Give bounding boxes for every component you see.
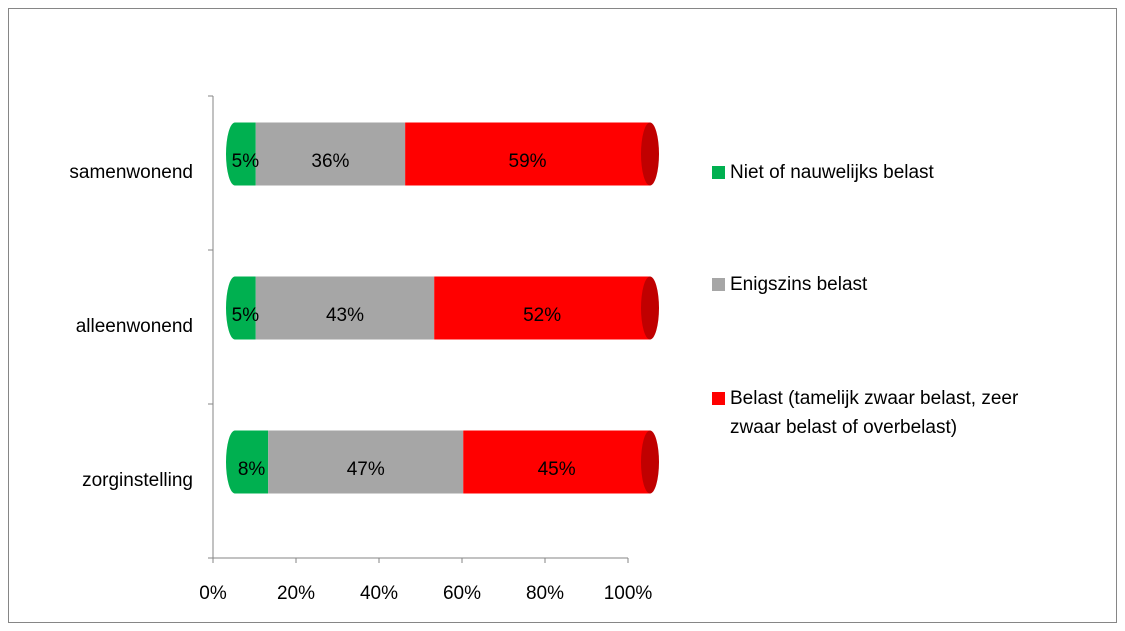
data-label: 5% xyxy=(232,305,260,326)
x-tick-label: 80% xyxy=(526,583,564,604)
legend-swatch xyxy=(712,278,725,291)
data-label: 59% xyxy=(509,151,547,172)
bar-end-cap xyxy=(641,276,659,340)
data-label: 36% xyxy=(311,151,349,172)
x-tick-label: 0% xyxy=(199,583,227,604)
bar-cap xyxy=(226,430,244,494)
legend-item: Niet of nauwelijks belast xyxy=(712,158,1052,187)
bar-segment xyxy=(434,276,650,340)
data-label: 52% xyxy=(523,305,561,326)
bar-segment xyxy=(268,430,464,494)
bar-end-cap xyxy=(641,430,659,494)
bar-segment xyxy=(255,122,406,186)
legend-item: Belast (tamelijk zwaar belast, zeer zwaa… xyxy=(712,384,1052,442)
y-tick-label: zorginstelling xyxy=(82,470,193,491)
data-label: 43% xyxy=(326,305,364,326)
data-label: 45% xyxy=(538,459,576,480)
data-label: 8% xyxy=(238,459,266,480)
legend-swatch xyxy=(712,392,725,405)
bar-segment xyxy=(255,276,435,340)
bar-end-cap xyxy=(641,122,659,186)
y-tick-label: samenwonend xyxy=(69,162,193,183)
legend-label: Belast (tamelijk zwaar belast, zeer zwaa… xyxy=(730,388,1019,438)
legend-label: Niet of nauwelijks belast xyxy=(730,162,934,183)
bar-cap xyxy=(226,122,244,186)
x-tick-label: 20% xyxy=(277,583,315,604)
x-tick-label: 40% xyxy=(360,583,398,604)
data-label: 5% xyxy=(232,151,260,172)
x-tick-label: 100% xyxy=(604,583,653,604)
legend-item: Enigszins belast xyxy=(712,270,1052,299)
y-tick-label: alleenwonend xyxy=(76,316,193,337)
legend-label: Enigszins belast xyxy=(730,274,868,295)
bar-segment xyxy=(405,122,650,186)
data-label: 47% xyxy=(347,459,385,480)
bar-cap xyxy=(226,276,244,340)
legend-swatch xyxy=(712,166,725,179)
x-tick-label: 60% xyxy=(443,583,481,604)
bar-segment xyxy=(463,430,650,494)
